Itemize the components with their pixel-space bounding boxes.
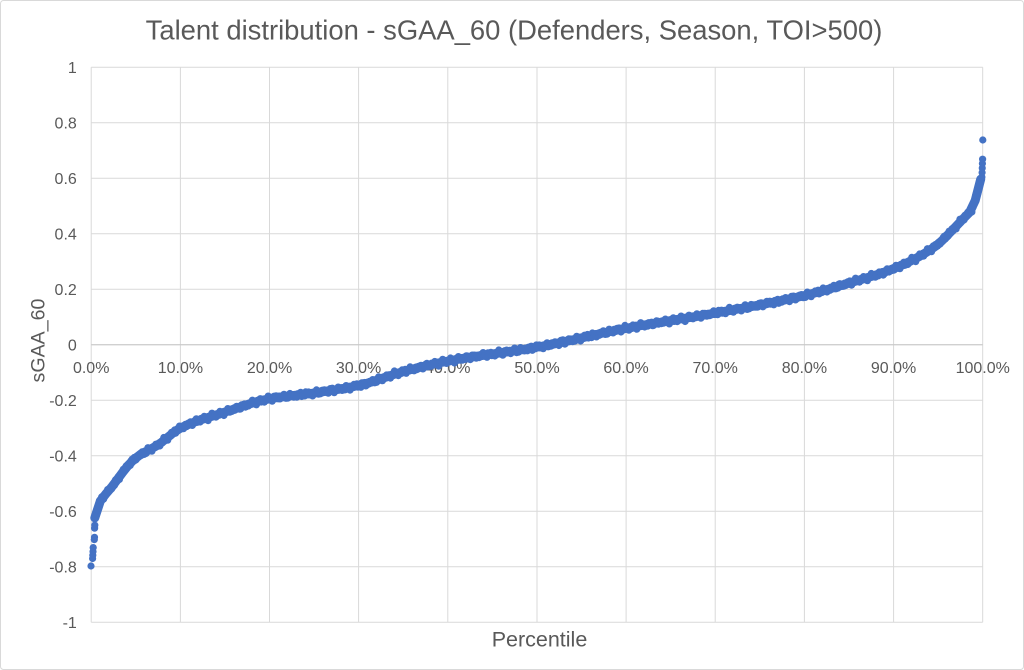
svg-text:-0.8: -0.8 [49,560,77,577]
svg-text:10.0%: 10.0% [158,360,203,377]
svg-text:90.0%: 90.0% [871,360,916,377]
svg-text:60.0%: 60.0% [603,360,648,377]
svg-text:Percentile: Percentile [492,628,588,652]
svg-text:50.0%: 50.0% [514,360,559,377]
svg-text:-0.6: -0.6 [49,504,77,521]
svg-text:0.6: 0.6 [55,171,77,188]
svg-text:70.0%: 70.0% [693,360,738,377]
svg-text:0.0%: 0.0% [73,360,109,377]
svg-text:100.0%: 100.0% [956,360,1010,377]
svg-text:80.0%: 80.0% [782,360,827,377]
svg-text:0.8: 0.8 [55,116,77,133]
svg-text:1: 1 [68,60,77,77]
svg-text:Talent distribution - sGAA_60: Talent distribution - sGAA_60 (Defenders… [146,15,883,46]
svg-text:20.0%: 20.0% [247,360,292,377]
svg-text:30.0%: 30.0% [336,360,381,377]
svg-text:0.2: 0.2 [55,282,77,299]
svg-text:-1: -1 [63,615,77,632]
svg-text:0.4: 0.4 [55,227,77,244]
svg-text:0: 0 [68,338,77,355]
svg-text:sGAA_60: sGAA_60 [28,298,50,382]
svg-text:-0.4: -0.4 [49,449,77,466]
svg-text:-0.2: -0.2 [49,393,77,410]
